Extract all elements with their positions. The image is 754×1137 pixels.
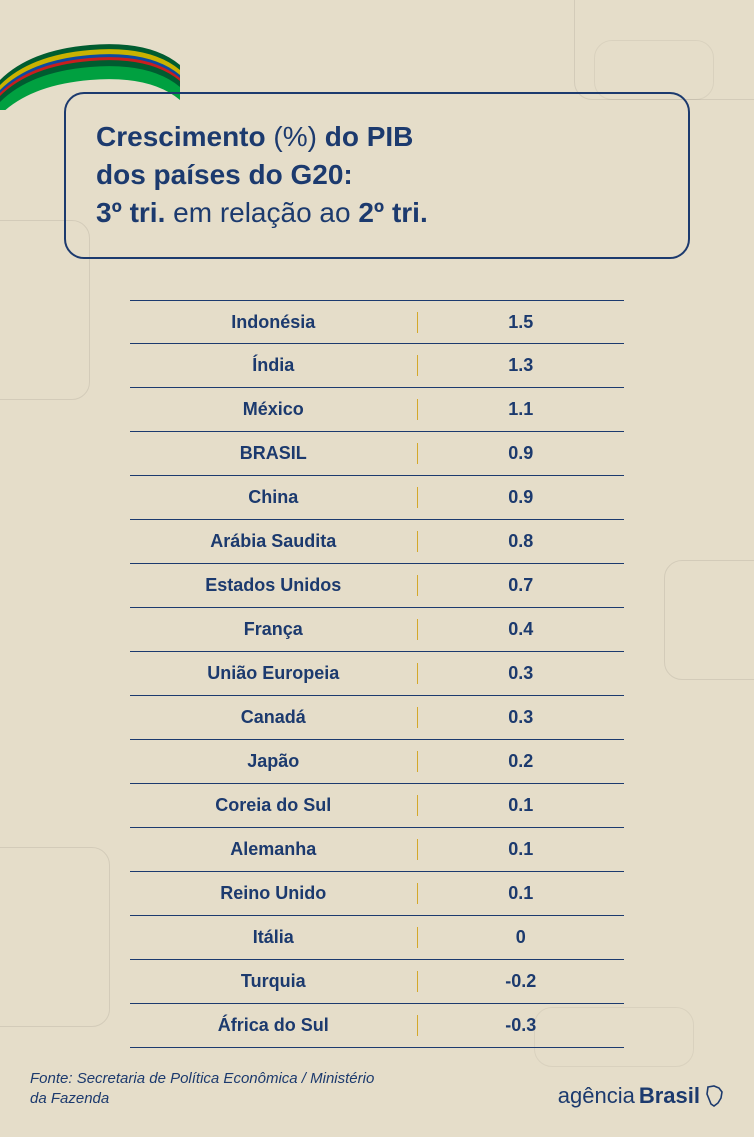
table-row: África do Sul-0.3 xyxy=(130,1004,624,1048)
country-cell: China xyxy=(130,487,417,508)
country-cell: Itália xyxy=(130,927,417,948)
title-part: Crescimento xyxy=(96,121,273,152)
title-part: do PIB xyxy=(317,121,413,152)
value-cell: -0.3 xyxy=(417,1015,624,1036)
country-cell: Estados Unidos xyxy=(130,575,417,596)
table-row: China0.9 xyxy=(130,476,624,520)
table-row: União Europeia0.3 xyxy=(130,652,624,696)
country-cell: Alemanha xyxy=(130,839,417,860)
value-cell: 0.1 xyxy=(417,883,624,904)
country-cell: França xyxy=(130,619,417,640)
table-row: Coreia do Sul0.1 xyxy=(130,784,624,828)
value-cell: -0.2 xyxy=(417,971,624,992)
table-row: BRASIL0.9 xyxy=(130,432,624,476)
table-row: Itália0 xyxy=(130,916,624,960)
country-cell: Japão xyxy=(130,751,417,772)
value-cell: 1.1 xyxy=(417,399,624,420)
title-part: em relação ao xyxy=(165,197,358,228)
table-row: Japão0.2 xyxy=(130,740,624,784)
country-cell: Arábia Saudita xyxy=(130,531,417,552)
table-row: Estados Unidos0.7 xyxy=(130,564,624,608)
value-cell: 0.3 xyxy=(417,707,624,728)
title-part: 2º tri. xyxy=(358,197,427,228)
value-cell: 0.1 xyxy=(417,795,624,816)
gdp-table: Indonésia1.5Índia1.3México1.1BRASIL0.9Ch… xyxy=(130,300,624,1048)
value-cell: 0.4 xyxy=(417,619,624,640)
table-row: Alemanha0.1 xyxy=(130,828,624,872)
title-box: Crescimento (%) do PIB dos países do G20… xyxy=(64,92,690,259)
table-row: Canadá0.3 xyxy=(130,696,624,740)
value-cell: 0.9 xyxy=(417,487,624,508)
country-cell: Indonésia xyxy=(130,312,417,333)
value-cell: 1.3 xyxy=(417,355,624,376)
country-cell: União Europeia xyxy=(130,663,417,684)
value-cell: 0.7 xyxy=(417,575,624,596)
country-cell: BRASIL xyxy=(130,443,417,464)
country-cell: México xyxy=(130,399,417,420)
table-row: Turquia-0.2 xyxy=(130,960,624,1004)
value-cell: 0 xyxy=(417,927,624,948)
brand-text-bold: Brasil xyxy=(639,1083,700,1109)
bg-shape xyxy=(664,560,754,680)
value-cell: 0.9 xyxy=(417,443,624,464)
bg-shape xyxy=(574,0,754,100)
table-row: Indonésia1.5 xyxy=(130,300,624,344)
country-cell: África do Sul xyxy=(130,1015,417,1036)
value-cell: 0.3 xyxy=(417,663,624,684)
country-cell: Coreia do Sul xyxy=(130,795,417,816)
bg-shape xyxy=(594,40,714,100)
table-row: Índia1.3 xyxy=(130,344,624,388)
source-text: Fonte: Secretaria de Política Econômica … xyxy=(30,1069,390,1110)
brand-text-light: agência xyxy=(558,1083,635,1109)
table-row: México1.1 xyxy=(130,388,624,432)
table-row: França0.4 xyxy=(130,608,624,652)
footer: Fonte: Secretaria de Política Econômica … xyxy=(30,1069,724,1110)
country-cell: Canadá xyxy=(130,707,417,728)
brazil-map-icon xyxy=(704,1085,724,1107)
country-cell: Reino Unido xyxy=(130,883,417,904)
value-cell: 0.1 xyxy=(417,839,624,860)
brand-logo: agênciaBrasil xyxy=(558,1083,724,1109)
page-title: Crescimento (%) do PIB dos países do G20… xyxy=(96,118,658,231)
title-part: 3º tri. xyxy=(96,197,165,228)
bg-shape xyxy=(0,847,110,1027)
table-row: Arábia Saudita0.8 xyxy=(130,520,624,564)
country-cell: Turquia xyxy=(130,971,417,992)
country-cell: Índia xyxy=(130,355,417,376)
value-cell: 1.5 xyxy=(417,312,624,333)
title-part: (%) xyxy=(273,121,317,152)
value-cell: 0.2 xyxy=(417,751,624,772)
title-part: dos países do G20: xyxy=(96,159,353,190)
value-cell: 0.8 xyxy=(417,531,624,552)
table-row: Reino Unido0.1 xyxy=(130,872,624,916)
